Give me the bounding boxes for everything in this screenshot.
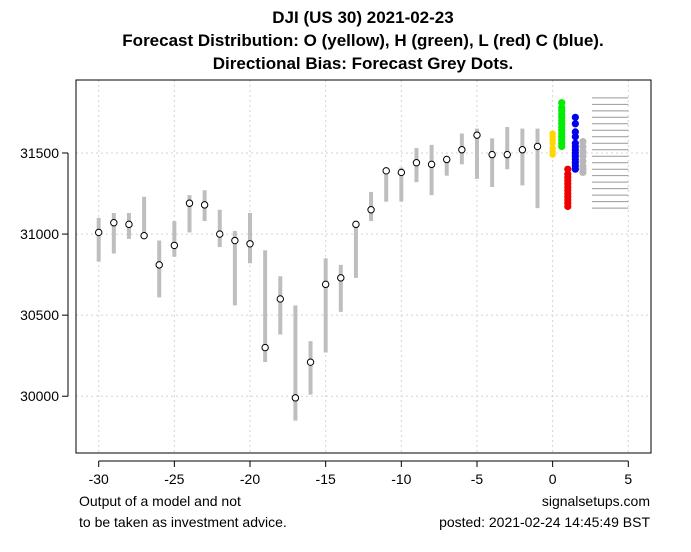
x-tick-label: -5	[471, 471, 484, 487]
history-close-point	[352, 220, 360, 229]
forecast-low-point	[564, 165, 572, 173]
history-close-point	[231, 236, 239, 245]
history-close-point	[367, 206, 375, 214]
history-close-point	[488, 150, 496, 159]
forecast-open-point	[549, 144, 556, 152]
x-tick-label: 0	[549, 471, 557, 487]
history-close-point	[140, 231, 148, 240]
history-close-point	[200, 201, 209, 209]
chart-title-line-2: Forecast Distribution: O (yellow), H (gr…	[122, 31, 603, 50]
history-close-point	[412, 159, 421, 167]
history-close-point	[473, 131, 481, 139]
history-close-point	[443, 155, 451, 164]
history-close-point	[276, 295, 284, 303]
history-close-point	[110, 219, 118, 227]
history-close-point	[382, 167, 390, 175]
forecast-high-point	[558, 99, 566, 107]
forecast-open-point	[549, 130, 556, 137]
history-close-point	[155, 261, 163, 269]
history-close-point	[306, 358, 315, 366]
chart-title-line-3: Directional Bias: Forecast Grey Dots.	[213, 54, 513, 73]
history-close-point	[170, 241, 179, 250]
history-close-point	[94, 228, 103, 237]
history-close-point	[518, 146, 527, 154]
forecast-close-point	[571, 139, 579, 147]
y-tick-label: 31500	[20, 145, 59, 161]
chart-title-line-1: DJI (US 30) 2021-02-23	[272, 8, 453, 27]
history-close-point	[125, 220, 133, 229]
forecast-distribution	[549, 99, 587, 211]
y-tick-label: 30000	[20, 388, 59, 404]
posted-timestamp: posted: 2021-02-24 14:45:49 BST	[439, 514, 650, 530]
history-closes	[94, 131, 542, 402]
x-tick-label: -20	[240, 471, 260, 487]
history-close-point	[216, 230, 224, 238]
history-close-point	[246, 240, 254, 248]
history-close-point	[397, 168, 406, 177]
history-close-point	[427, 160, 436, 169]
x-tick-label: -15	[316, 471, 336, 487]
plot-frame	[75, 79, 652, 454]
forecast-close-point	[571, 113, 579, 121]
x-tick-label: -25	[164, 471, 184, 487]
forecast-bias-point	[579, 138, 587, 146]
x-tick-label: -10	[391, 471, 411, 487]
history-close-point	[533, 142, 542, 151]
history-close-point	[458, 146, 466, 154]
history-close-point	[185, 199, 194, 207]
disclaimer-line-1: Output of a model and not	[79, 493, 241, 509]
history-ranges	[96, 127, 540, 421]
y-tick-label: 30500	[20, 307, 59, 323]
history-close-point	[261, 343, 269, 352]
forecast-close-point	[571, 128, 579, 136]
history-close-point	[321, 280, 330, 289]
axes: -30 -25 -20 -15 -10 -5 0 5 30000 30500 31000 31500	[20, 145, 632, 487]
history-close-point	[503, 150, 511, 159]
y-tick-label: 31000	[20, 226, 59, 242]
forecast-close-point	[571, 120, 579, 128]
forecast-levels	[591, 97, 629, 209]
site-name: signalsetups.com	[541, 493, 650, 509]
history-close-point	[337, 274, 345, 282]
history-close-point	[291, 394, 300, 402]
disclaimer-line-2: to be taken as investment advice.	[79, 514, 287, 530]
x-tick-label: -30	[89, 471, 109, 487]
x-tick-label: 5	[624, 471, 632, 487]
